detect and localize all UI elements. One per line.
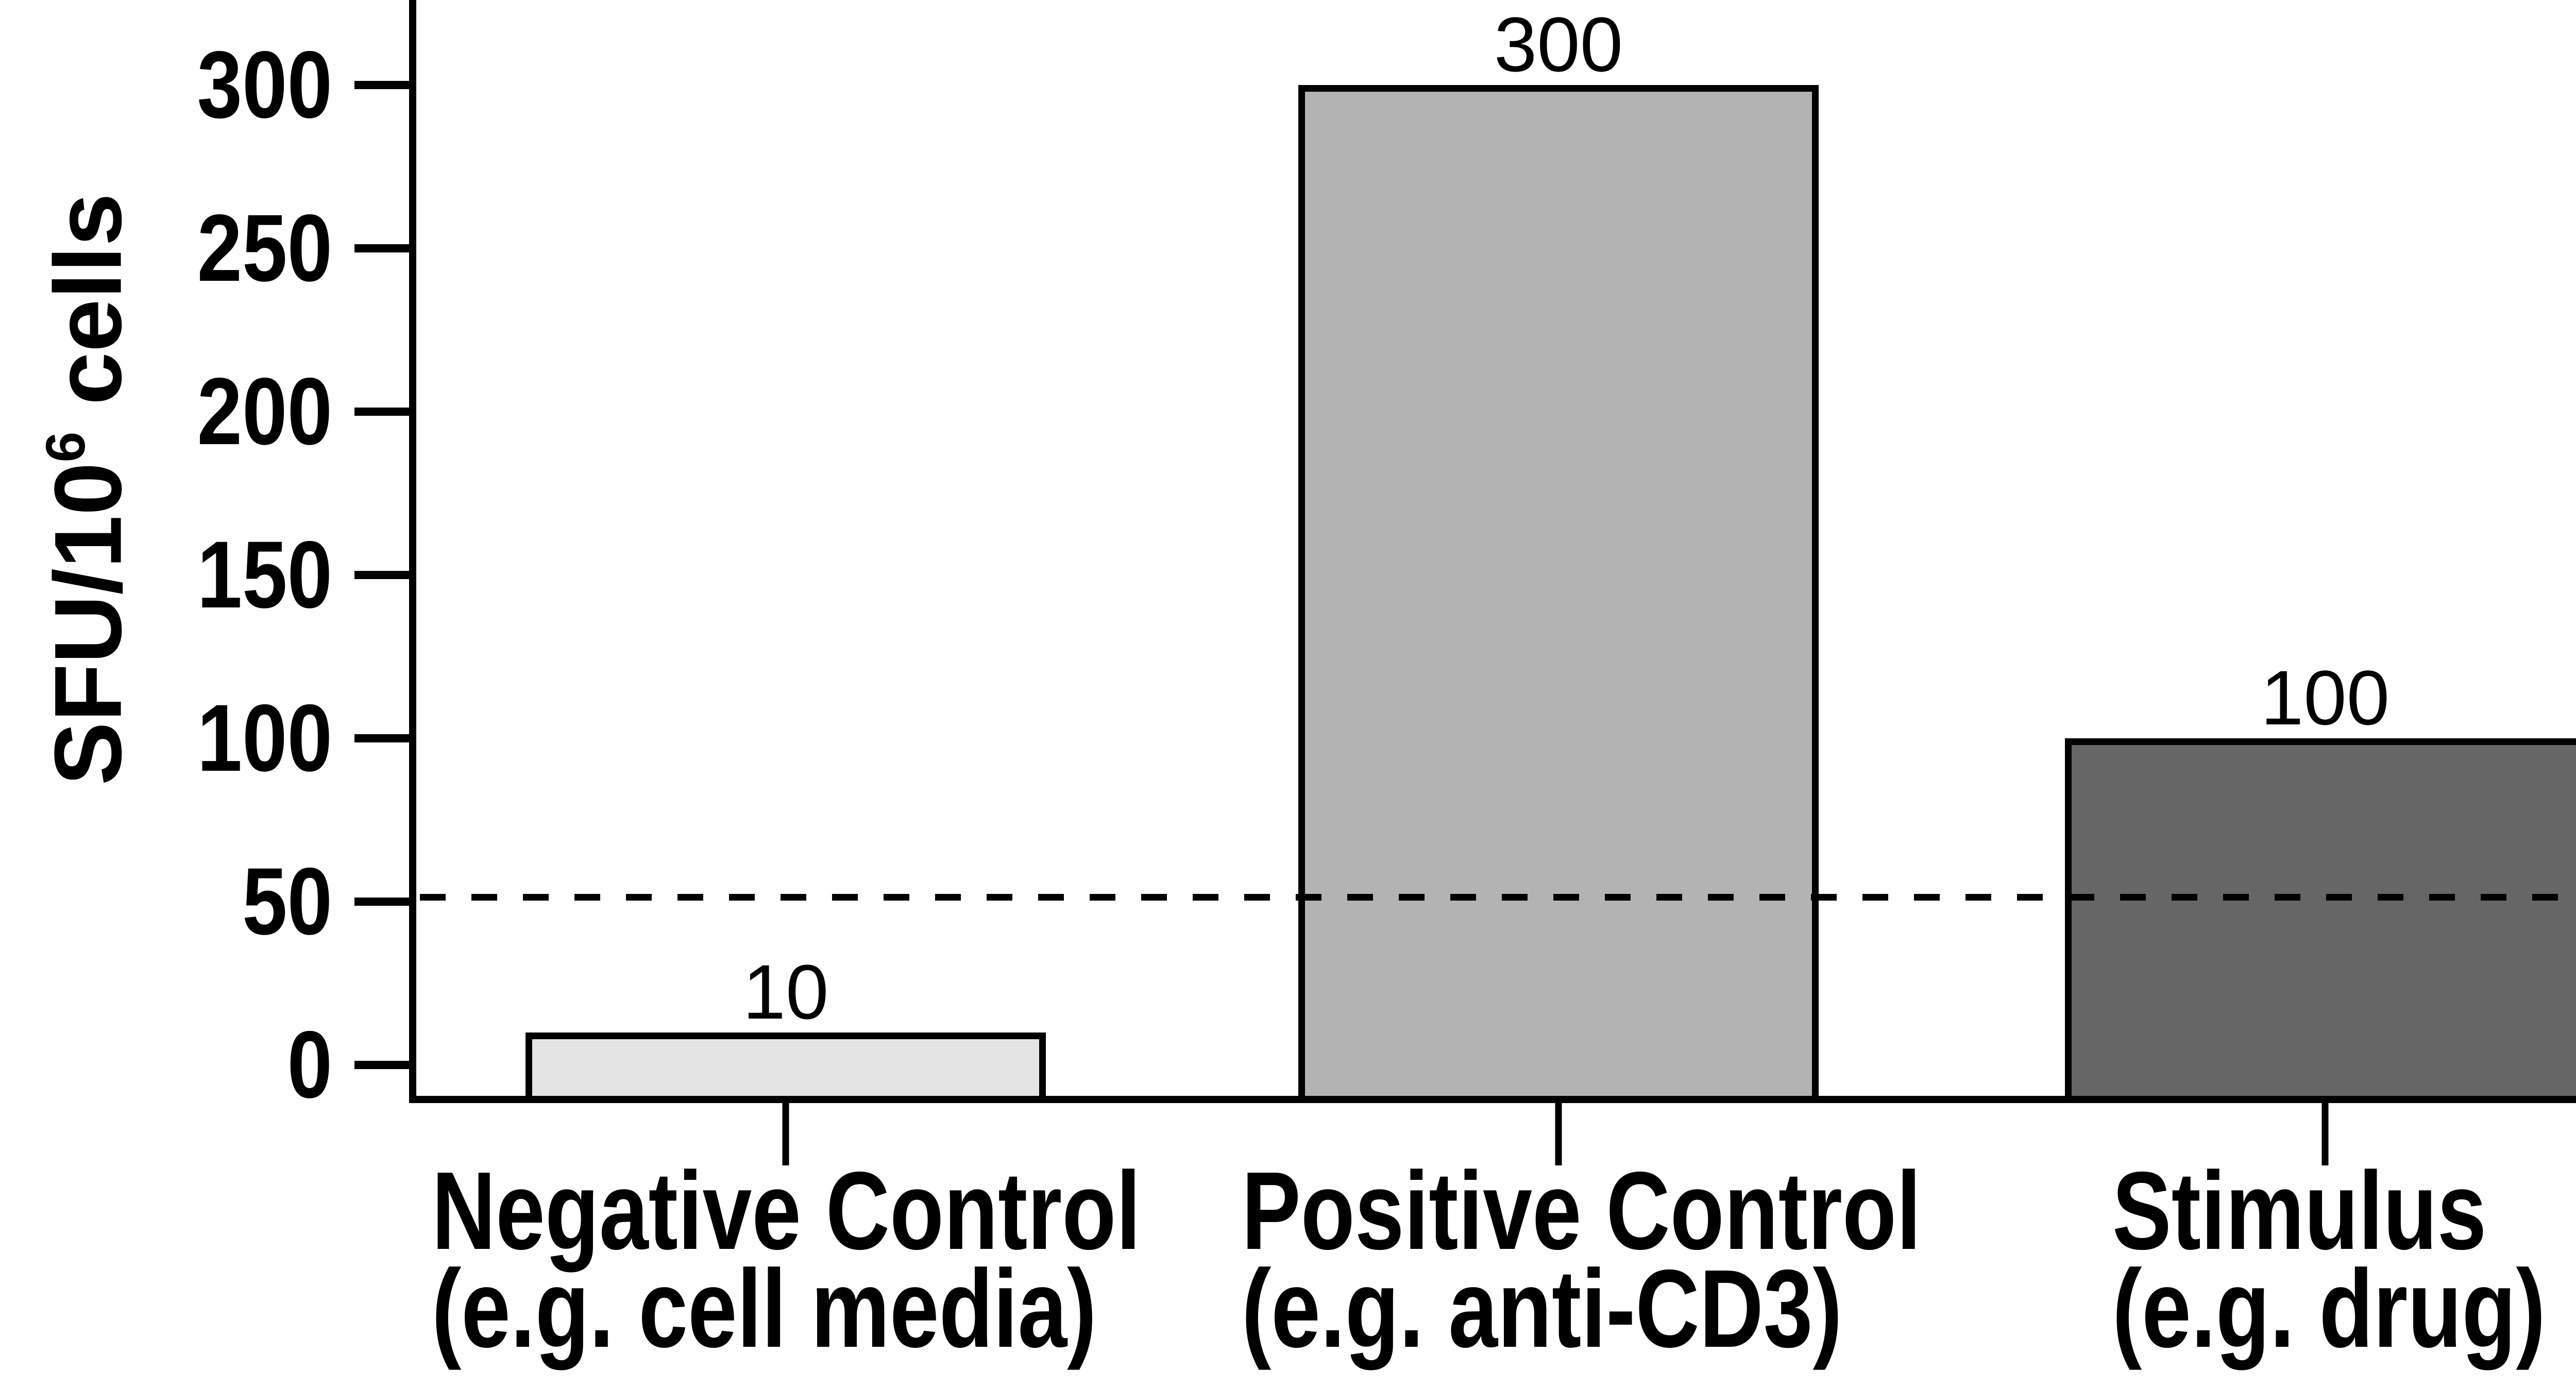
x-axis-label-negative-control-line2: (e.g. cell media): [432, 1246, 1097, 1370]
x-tick-positive-control: [1555, 1099, 1562, 1165]
y-axis-line: [409, 0, 416, 1103]
bar-value-label-positive-control: 300: [1494, 1, 1623, 88]
y-axis-title-superscript: 6: [35, 432, 97, 463]
bar-value-label-stimulus: 100: [2260, 654, 2390, 741]
x-axis-label-negative-control: Negative Control (e.g. cell media): [432, 1148, 1141, 1370]
positivity-threshold-line: [420, 894, 2576, 901]
y-tick-100: [354, 734, 415, 742]
bar-negative-control: [526, 1032, 1046, 1103]
x-axis-label-positive-control-line2: (e.g. anti-CD3): [1242, 1246, 1842, 1370]
y-tick-300: [354, 81, 415, 89]
y-tick-0: [354, 1061, 415, 1069]
y-tick-label-50: 50: [242, 849, 332, 955]
bar-positive-control: [1298, 85, 1819, 1103]
y-tick-200: [354, 408, 415, 416]
x-axis-label-stimulus-line1: Stimulus: [2112, 1148, 2487, 1273]
y-tick-label-250: 250: [197, 195, 332, 301]
y-tick-label-200: 200: [197, 359, 332, 465]
bar-value-label-negative-control: 10: [742, 948, 829, 1035]
x-axis-label-stimulus: Stimulus (e.g. drug): [2112, 1148, 2546, 1370]
x-axis-label-positive-control-line1: Positive Control: [1242, 1148, 1921, 1273]
y-tick-150: [354, 571, 415, 579]
y-axis-title-text: SFU/106 cells: [18, 193, 141, 786]
y-tick-250: [354, 244, 415, 252]
x-axis-line: [409, 1096, 2576, 1103]
y-tick-50: [354, 898, 415, 906]
x-axis-label-stimulus-line2: (e.g. drug): [2112, 1246, 2546, 1370]
y-axis-title-base: SFU/10: [35, 462, 142, 786]
bar-stimulus: [2065, 738, 2576, 1103]
x-tick-stimulus: [2321, 1099, 2329, 1165]
y-tick-label-150: 150: [197, 522, 332, 628]
x-axis-label-negative-control-line1: Negative Control: [432, 1148, 1141, 1273]
y-tick-label-100: 100: [197, 685, 332, 791]
y-tick-label-0: 0: [287, 1012, 332, 1118]
x-tick-negative-control: [782, 1099, 789, 1165]
y-axis-title-rest: cells: [35, 193, 142, 432]
y-tick-label-300: 300: [197, 32, 332, 138]
x-axis-label-positive-control: Positive Control (e.g. anti-CD3): [1242, 1148, 1921, 1370]
